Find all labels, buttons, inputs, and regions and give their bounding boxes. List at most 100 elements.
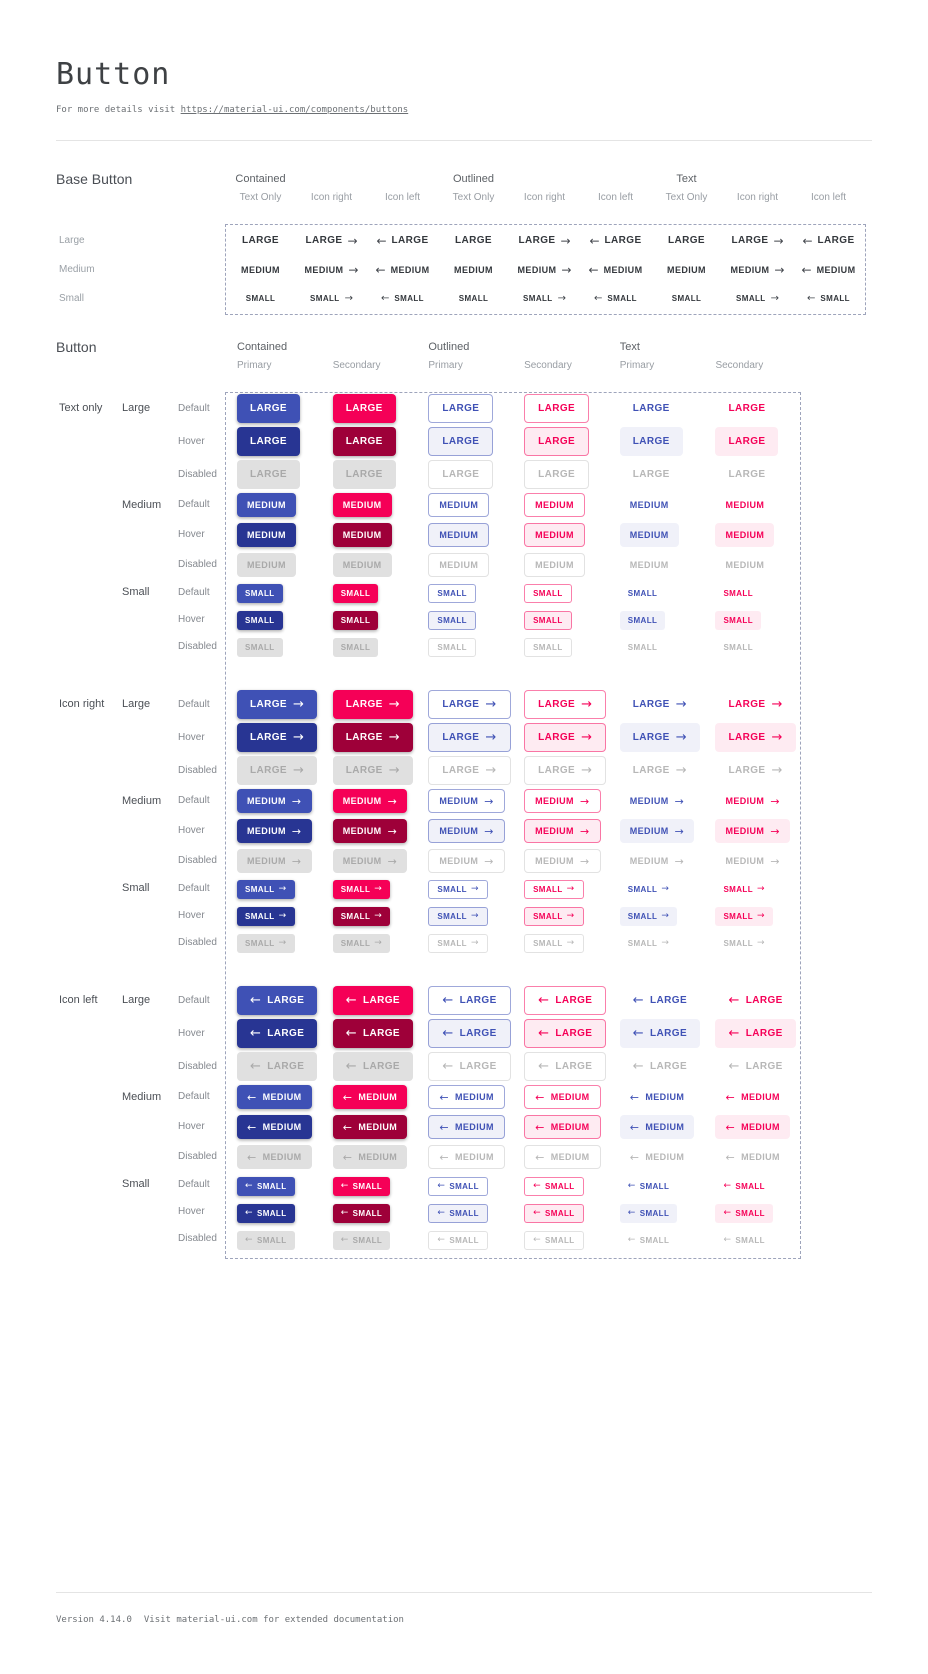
base-button-text-none-small[interactable]: SMALL	[672, 294, 702, 303]
base-button-outlined-none-small[interactable]: SMALL	[459, 294, 489, 303]
sample-button-outlined-secondary-small-default-icon-left[interactable]: ← SMALL	[524, 1177, 584, 1196]
base-button-outlined-left-small[interactable]: ← SMALL	[594, 293, 637, 304]
sample-button-text-secondary-small-disabled-icon-left[interactable]: ← SMALL	[715, 1231, 773, 1250]
sample-button-contained-secondary-medium-default[interactable]: MEDIUM	[332, 493, 392, 517]
sample-button-outlined-primary-medium-hover[interactable]: MEDIUM	[428, 523, 490, 547]
sample-button-contained-secondary-small-disabled-icon-right[interactable]: SMALL →	[332, 934, 391, 953]
sample-button-outlined-secondary-medium-disabled-icon-right[interactable]: MEDIUM →	[524, 849, 601, 873]
base-button-text-left-medium[interactable]: ← MEDIUM	[802, 264, 856, 276]
base-button-outlined-right-medium[interactable]: MEDIUM →	[518, 264, 572, 276]
sample-button-outlined-secondary-medium-disabled-icon-left[interactable]: ← MEDIUM	[524, 1145, 601, 1169]
sample-button-contained-primary-large-default[interactable]: LARGE	[237, 394, 300, 423]
sample-button-contained-primary-small-default-icon-right[interactable]: SMALL →	[237, 880, 295, 899]
sample-button-outlined-primary-small-disabled-icon-right[interactable]: SMALL →	[428, 934, 488, 953]
sample-button-outlined-primary-small-default-icon-left[interactable]: ← SMALL	[428, 1177, 488, 1196]
sample-button-text-primary-large-default-icon-right[interactable]: LARGE →	[620, 690, 700, 719]
sample-button-contained-secondary-medium-default-icon-right[interactable]: MEDIUM →	[332, 789, 408, 813]
sample-button-contained-secondary-medium-default-icon-left[interactable]: ← MEDIUM	[332, 1085, 408, 1109]
sample-button-contained-secondary-medium-hover-icon-left[interactable]: ← MEDIUM	[332, 1115, 408, 1139]
sample-button-outlined-secondary-medium-hover[interactable]: MEDIUM	[524, 523, 585, 547]
sample-button-contained-secondary-small-default[interactable]: SMALL	[332, 584, 379, 603]
sample-button-outlined-primary-large-disabled-icon-right[interactable]: LARGE →	[428, 756, 511, 785]
sample-button-contained-secondary-small-hover-icon-right[interactable]: SMALL →	[332, 907, 391, 926]
sample-button-outlined-secondary-medium-hover-icon-left[interactable]: ← MEDIUM	[524, 1115, 601, 1139]
sample-button-text-primary-small-default-icon-right[interactable]: SMALL →	[620, 880, 678, 899]
base-button-text-left-large[interactable]: ← LARGE	[802, 235, 854, 247]
sample-button-text-primary-medium-hover-icon-right[interactable]: MEDIUM →	[619, 819, 695, 843]
sample-button-text-secondary-large-disabled[interactable]: LARGE	[715, 460, 778, 489]
sample-button-text-primary-medium-hover[interactable]: MEDIUM	[619, 523, 679, 547]
sample-button-text-primary-large-default[interactable]: LARGE	[620, 394, 683, 423]
sample-button-outlined-secondary-small-default[interactable]: SMALL	[524, 584, 572, 603]
sample-button-contained-secondary-medium-hover[interactable]: MEDIUM	[332, 523, 392, 547]
sample-button-text-secondary-large-disabled-icon-right[interactable]: LARGE →	[715, 756, 795, 785]
sample-button-text-secondary-large-hover[interactable]: LARGE	[715, 427, 779, 456]
sample-button-outlined-secondary-large-disabled[interactable]: LARGE	[524, 460, 590, 489]
sample-button-contained-secondary-large-default-icon-right[interactable]: LARGE →	[332, 690, 413, 719]
sample-button-outlined-secondary-large-disabled-icon-right[interactable]: LARGE →	[524, 756, 607, 785]
sample-button-contained-secondary-medium-disabled-icon-left[interactable]: ← MEDIUM	[332, 1145, 408, 1169]
sample-button-contained-secondary-small-default-icon-right[interactable]: SMALL →	[332, 880, 391, 899]
base-button-text-right-medium[interactable]: MEDIUM →	[731, 264, 785, 276]
sample-button-contained-primary-medium-disabled-icon-right[interactable]: MEDIUM →	[237, 849, 312, 873]
sample-button-outlined-primary-large-disabled-icon-left[interactable]: ← LARGE	[428, 1052, 511, 1081]
sample-button-text-primary-large-hover-icon-right[interactable]: LARGE →	[619, 723, 701, 752]
sample-button-contained-secondary-small-hover-icon-left[interactable]: ← SMALL	[332, 1204, 391, 1223]
sample-button-outlined-secondary-large-default-icon-left[interactable]: ← LARGE	[524, 986, 607, 1015]
base-button-contained-left-medium[interactable]: ← MEDIUM	[376, 264, 430, 276]
base-button-contained-right-medium[interactable]: MEDIUM →	[305, 264, 359, 276]
sample-button-text-secondary-large-hover-icon-left[interactable]: ← LARGE	[715, 1019, 796, 1048]
sample-button-contained-secondary-large-disabled-icon-left[interactable]: ← LARGE	[332, 1052, 413, 1081]
base-button-contained-none-large[interactable]: LARGE	[242, 235, 279, 246]
sample-button-text-primary-small-hover-icon-left[interactable]: ← SMALL	[619, 1204, 678, 1223]
sample-button-outlined-primary-large-default[interactable]: LARGE	[428, 394, 494, 423]
sample-button-outlined-secondary-large-default[interactable]: LARGE	[524, 394, 590, 423]
sample-button-outlined-primary-large-hover-icon-left[interactable]: ← LARGE	[428, 1019, 511, 1048]
sample-button-text-primary-small-default-icon-left[interactable]: ← SMALL	[620, 1177, 678, 1196]
sample-button-text-secondary-small-hover-icon-left[interactable]: ← SMALL	[715, 1204, 773, 1223]
sample-button-outlined-secondary-medium-default[interactable]: MEDIUM	[524, 493, 585, 517]
sample-button-text-primary-medium-disabled-icon-right[interactable]: MEDIUM →	[620, 849, 695, 873]
sample-button-text-primary-small-disabled-icon-left[interactable]: ← SMALL	[620, 1231, 678, 1250]
sample-button-text-secondary-medium-hover-icon-left[interactable]: ← MEDIUM	[715, 1115, 790, 1139]
sample-button-outlined-primary-small-hover-icon-right[interactable]: SMALL →	[428, 907, 488, 926]
sample-button-text-primary-large-hover-icon-left[interactable]: ← LARGE	[619, 1019, 701, 1048]
sample-button-outlined-primary-small-disabled-icon-left[interactable]: ← SMALL	[428, 1231, 488, 1250]
sample-button-outlined-primary-small-disabled[interactable]: SMALL	[428, 638, 476, 657]
sample-button-outlined-primary-large-hover[interactable]: LARGE	[428, 427, 494, 456]
sample-button-text-secondary-large-default-icon-left[interactable]: ← LARGE	[715, 986, 795, 1015]
sample-button-outlined-primary-medium-disabled-icon-right[interactable]: MEDIUM →	[428, 849, 505, 873]
base-button-text-none-medium[interactable]: MEDIUM	[667, 265, 706, 275]
sample-button-outlined-primary-small-hover[interactable]: SMALL	[428, 611, 476, 630]
sample-button-outlined-secondary-small-hover[interactable]: SMALL	[524, 611, 572, 630]
sample-button-contained-primary-small-default-icon-left[interactable]: ← SMALL	[237, 1177, 295, 1196]
base-button-contained-none-medium[interactable]: MEDIUM	[241, 265, 280, 275]
sample-button-outlined-primary-medium-default-icon-left[interactable]: ← MEDIUM	[428, 1085, 505, 1109]
sample-button-contained-secondary-medium-hover-icon-right[interactable]: MEDIUM →	[332, 819, 408, 843]
sample-button-text-secondary-medium-disabled-icon-left[interactable]: ← MEDIUM	[715, 1145, 790, 1169]
sample-button-contained-primary-medium-default-icon-left[interactable]: ← MEDIUM	[237, 1085, 312, 1109]
sample-button-text-primary-large-default-icon-left[interactable]: ← LARGE	[620, 986, 700, 1015]
base-button-outlined-left-large[interactable]: ← LARGE	[589, 235, 641, 247]
sample-button-text-primary-large-disabled-icon-left[interactable]: ← LARGE	[620, 1052, 700, 1081]
sample-button-contained-primary-medium-default[interactable]: MEDIUM	[237, 493, 296, 517]
base-button-outlined-right-small[interactable]: SMALL →	[523, 293, 566, 304]
sample-button-outlined-secondary-medium-disabled[interactable]: MEDIUM	[524, 553, 585, 577]
sample-button-contained-primary-medium-default-icon-right[interactable]: MEDIUM →	[237, 789, 312, 813]
sample-button-text-primary-small-hover-icon-right[interactable]: SMALL →	[619, 907, 678, 926]
sample-button-outlined-primary-medium-disabled[interactable]: MEDIUM	[428, 553, 490, 577]
sample-button-outlined-primary-medium-hover-icon-right[interactable]: MEDIUM →	[428, 819, 505, 843]
sample-button-outlined-primary-medium-default[interactable]: MEDIUM	[428, 493, 490, 517]
sample-button-text-secondary-small-default[interactable]: SMALL	[715, 584, 761, 603]
sample-button-outlined-primary-large-default-icon-left[interactable]: ← LARGE	[428, 986, 511, 1015]
sample-button-text-secondary-small-disabled[interactable]: SMALL	[715, 638, 761, 657]
sample-button-text-secondary-small-disabled-icon-right[interactable]: SMALL →	[715, 934, 773, 953]
sample-button-contained-primary-medium-hover-icon-right[interactable]: MEDIUM →	[237, 819, 312, 843]
sample-button-contained-primary-small-hover-icon-left[interactable]: ← SMALL	[237, 1204, 295, 1223]
sample-button-contained-secondary-small-disabled[interactable]: SMALL	[332, 638, 379, 657]
sample-button-text-primary-medium-hover-icon-left[interactable]: ← MEDIUM	[619, 1115, 695, 1139]
sample-button-outlined-secondary-large-default-icon-right[interactable]: LARGE →	[524, 690, 607, 719]
base-button-contained-none-small[interactable]: SMALL	[246, 294, 276, 303]
sample-button-text-primary-large-disabled[interactable]: LARGE	[620, 460, 683, 489]
sample-button-text-primary-medium-disabled-icon-left[interactable]: ← MEDIUM	[620, 1145, 695, 1169]
